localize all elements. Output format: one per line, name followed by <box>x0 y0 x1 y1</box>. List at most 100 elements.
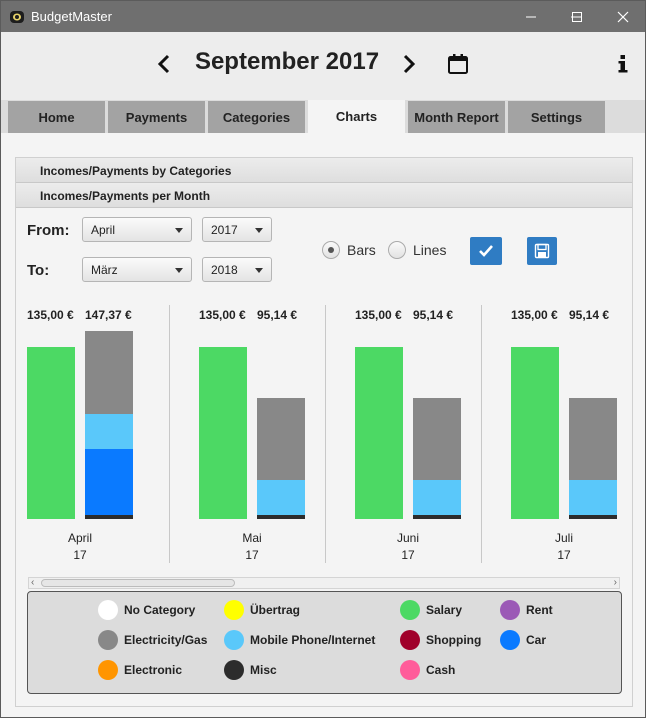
payment-total-label: 147,37 € <box>85 308 132 322</box>
payment-bar-segment[interactable] <box>257 480 305 516</box>
scroll-right-arrow-icon[interactable]: › <box>613 577 617 588</box>
legend-item: Misc <box>224 660 277 680</box>
from-month-select[interactable]: April <box>82 217 192 242</box>
chevron-down-icon <box>175 268 183 273</box>
legend-item: Cash <box>400 660 455 680</box>
chart-horizontal-scrollbar[interactable]: ‹ › <box>28 577 620 589</box>
chevron-down-icon <box>175 228 183 233</box>
scrollbar-thumb[interactable] <box>41 579 235 587</box>
legend-label: Mobile Phone/Internet <box>250 633 376 647</box>
payment-bar-segment[interactable] <box>85 413 133 449</box>
legend-item: Rent <box>500 600 553 620</box>
legend-color-swatch <box>98 660 118 680</box>
accordion-categories-header[interactable]: Incomes/Payments by Categories <box>16 158 632 183</box>
income-total-label: 135,00 € <box>27 308 74 322</box>
maximize-button[interactable] <box>554 1 600 32</box>
month-separator <box>481 305 482 563</box>
legend-item: Electricity/Gas <box>98 630 207 650</box>
scroll-left-arrow-icon[interactable]: ‹ <box>31 577 35 588</box>
tab-bar: Home Payments Categories Charts Month Re… <box>1 100 645 133</box>
previous-month-button[interactable] <box>153 52 175 76</box>
legend-item: Übertrag <box>224 600 300 620</box>
legend-color-swatch <box>400 630 420 650</box>
maximize-icon <box>572 11 582 22</box>
payment-bar-segment[interactable] <box>569 515 617 519</box>
legend-color-swatch <box>224 630 244 650</box>
legend-item: Electronic <box>98 660 182 680</box>
payment-bar-segment[interactable] <box>257 397 305 481</box>
monthly-bar-chart: 135,00 € 147,37 € April 17 135,00 € 95,14 € Ma… <box>16 300 632 590</box>
payment-bar-segment[interactable] <box>85 331 133 414</box>
to-month-value: März <box>91 263 118 277</box>
radio-selected-icon <box>322 241 340 259</box>
legend-item: Mobile Phone/Internet <box>224 630 375 650</box>
window-title: BudgetMaster <box>31 9 112 24</box>
legend-label: Cash <box>426 663 456 677</box>
payment-bar-segment[interactable] <box>413 480 461 516</box>
to-month-select[interactable]: März <box>82 257 192 282</box>
info-button[interactable] <box>613 52 633 76</box>
legend-item: Salary <box>400 600 462 620</box>
legend-label: Electricity/Gas <box>124 633 208 647</box>
payment-bar-segment[interactable] <box>257 515 305 519</box>
lines-radio-label: Lines <box>413 242 447 258</box>
income-total-label: 135,00 € <box>511 308 558 322</box>
payment-bar-segment[interactable] <box>413 515 461 519</box>
income-total-label: 135,00 € <box>199 308 246 322</box>
to-label: To: <box>27 262 50 279</box>
year-axis-label: 17 <box>245 548 259 562</box>
to-year-value: 2018 <box>211 263 238 277</box>
income-bar[interactable] <box>27 347 75 519</box>
month-axis-label: Mai <box>242 531 262 545</box>
save-button[interactable] <box>527 237 557 265</box>
to-year-select[interactable]: 2018 <box>202 257 272 282</box>
legend-item: Car <box>500 630 546 650</box>
accordion-categories-label: Incomes/Payments by Categories <box>40 164 232 178</box>
charts-content: Incomes/Payments by Categories Incomes/P… <box>1 133 645 717</box>
calendar-icon <box>448 54 468 74</box>
income-bar[interactable] <box>355 347 403 519</box>
checkmark-icon <box>479 245 493 257</box>
save-icon <box>534 243 550 259</box>
payment-bar-segment[interactable] <box>85 515 133 519</box>
legend-label: Salary <box>426 603 463 617</box>
payment-total-label: 95,14 € <box>569 308 610 322</box>
next-month-button[interactable] <box>398 52 420 76</box>
apply-button[interactable] <box>470 237 502 265</box>
income-total-label: 135,00 € <box>355 308 402 322</box>
from-label: From: <box>27 222 70 239</box>
lines-radio[interactable]: Lines <box>388 241 446 259</box>
bars-radio[interactable]: Bars <box>322 241 376 259</box>
tab-home[interactable]: Home <box>8 101 105 133</box>
close-button[interactable] <box>600 1 646 32</box>
payment-bar-segment[interactable] <box>569 397 617 481</box>
tab-settings[interactable]: Settings <box>508 101 605 133</box>
chevron-down-icon <box>255 228 263 233</box>
payment-bar-segment[interactable] <box>413 397 461 481</box>
tab-payments[interactable]: Payments <box>108 101 205 133</box>
payment-bar-segment[interactable] <box>85 448 133 516</box>
legend-color-swatch <box>224 600 244 620</box>
month-separator <box>325 305 326 563</box>
legend-color-swatch <box>500 600 520 620</box>
bars-radio-label: Bars <box>347 242 376 258</box>
legend-color-swatch <box>500 630 520 650</box>
tab-charts[interactable]: Charts <box>308 100 405 133</box>
calendar-button[interactable] <box>446 52 470 76</box>
from-year-select[interactable]: 2017 <box>202 217 272 242</box>
minimize-button-2[interactable] <box>508 1 554 32</box>
month-axis-label: Juni <box>396 531 419 545</box>
accordion-per-month-header[interactable]: Incomes/Payments per Month <box>16 183 632 208</box>
from-year-value: 2017 <box>211 223 238 237</box>
title-bar: BudgetMaster <box>1 1 645 32</box>
payment-bar-segment[interactable] <box>569 480 617 516</box>
month-separator <box>169 305 170 563</box>
legend-label: Shopping <box>426 633 482 647</box>
legend-label: Car <box>526 633 547 647</box>
app-logo-icon <box>10 11 24 23</box>
tab-month-report[interactable]: Month Report <box>408 101 505 133</box>
income-bar[interactable] <box>511 347 559 519</box>
tab-categories[interactable]: Categories <box>208 101 305 133</box>
income-bar[interactable] <box>199 347 247 519</box>
legend-label: Electronic <box>124 663 183 677</box>
